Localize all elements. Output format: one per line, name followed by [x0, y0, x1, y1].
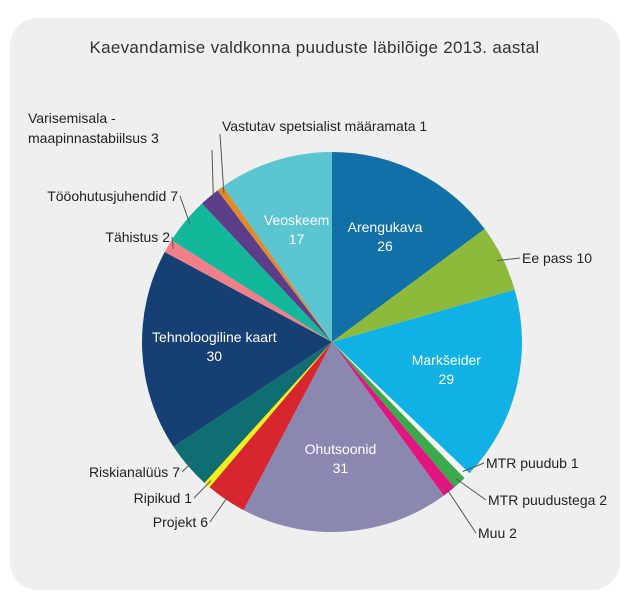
slice-name: Vastutav spetsialist määramata [222, 118, 416, 134]
slice-label: Ripikud 1 [134, 490, 192, 506]
slice-name: Riskianalüüs [88, 464, 169, 480]
leader-line [496, 257, 521, 262]
slice-value: 2 [509, 525, 517, 541]
slice-label: Ohutsoonid 31 [305, 440, 377, 478]
pie-slice [332, 342, 470, 479]
slice-label: Varisemisala - maapinnastabiilsus 3 [28, 108, 208, 148]
slice-label: MTR puudustega 2 [488, 492, 607, 508]
slice-value: 10 [576, 250, 593, 266]
slice-value: 6 [200, 514, 208, 530]
slice-name: Veoskeem [263, 211, 330, 228]
slice-name: Tähistus [105, 229, 159, 245]
slice-label: Muu 2 [478, 525, 517, 541]
pie-slice [223, 152, 332, 342]
pie-slice [243, 342, 444, 533]
slice-label: Riskianalüüs 7 [89, 464, 180, 480]
slice-value: 2 [599, 492, 608, 508]
leader-line [181, 461, 193, 473]
leader-line [209, 494, 230, 523]
slice-name: Ee pass [522, 250, 573, 266]
leader-line [462, 462, 485, 472]
slice-name: Tööohutusjuhendid [47, 188, 167, 204]
leader-line [455, 477, 487, 501]
slice-name: Ripikud [133, 490, 181, 506]
slice-label: Tööohutusjuhendid 7 [47, 188, 178, 204]
slice-value: 30 [206, 348, 223, 365]
pie-slice [332, 342, 465, 488]
slice-value: 31 [332, 460, 349, 477]
slice-name: Muu [478, 525, 506, 541]
slice-label: Projekt 6 [153, 514, 208, 530]
leader-line [219, 133, 225, 194]
slice-name: MTR puudub [486, 455, 567, 471]
slice-value: 17 [288, 230, 305, 247]
pie-slice [332, 228, 515, 342]
slice-label: Vastutav spetsialist määramata 1 [222, 118, 427, 134]
slice-value: 1 [419, 118, 428, 134]
slice-value: 3 [150, 130, 159, 146]
slice-value: 26 [377, 237, 393, 254]
slice-label: MTR puudub 1 [486, 455, 579, 471]
slice-label: Arengukava 26 [348, 218, 423, 256]
pie-slice [332, 152, 485, 342]
slice-value: 1 [570, 455, 579, 471]
slice-label: Tähistus 2 [105, 229, 170, 245]
leader-line [193, 480, 212, 499]
slice-value: 2 [162, 229, 170, 245]
leader-line [211, 149, 214, 202]
leader-line [179, 195, 191, 225]
slice-value: 7 [172, 464, 180, 480]
pie-slice [164, 240, 332, 342]
slice-name: Projekt [152, 514, 197, 530]
slice-value: 1 [184, 490, 192, 506]
slice-label: Markšeider 29 [412, 351, 481, 389]
pie-slice [201, 190, 332, 342]
slice-name: MTR puudustega [488, 492, 596, 508]
pie-slice [209, 342, 332, 511]
slice-value: 7 [170, 188, 178, 204]
pie-slice [217, 186, 332, 342]
leader-line [171, 236, 174, 250]
pie-slice [204, 342, 332, 488]
pie-slice [173, 342, 332, 483]
chart-title: Kaevandamise valdkonna puuduste läbilõig… [89, 38, 540, 57]
slice-name: Arengukava [347, 218, 423, 235]
pie-slice [332, 289, 522, 474]
slice-name: Varisemisala - maapinnastabiilsus [28, 110, 148, 146]
pie-slice [332, 342, 455, 496]
slice-name: Ohutsoonid [304, 441, 377, 458]
pie-slice [142, 251, 332, 447]
slice-label: Tehnoloogiline kaart 30 [152, 328, 277, 366]
slice-label: Ee pass 10 [522, 250, 592, 266]
slice-name: Tehnoloogiline kaart [152, 329, 277, 346]
slice-value: 29 [438, 371, 455, 388]
slice-label: Veoskeem 17 [264, 211, 329, 249]
leader-line [445, 486, 477, 534]
slice-name: Markšeider [411, 352, 481, 369]
pie-slice [171, 203, 332, 342]
